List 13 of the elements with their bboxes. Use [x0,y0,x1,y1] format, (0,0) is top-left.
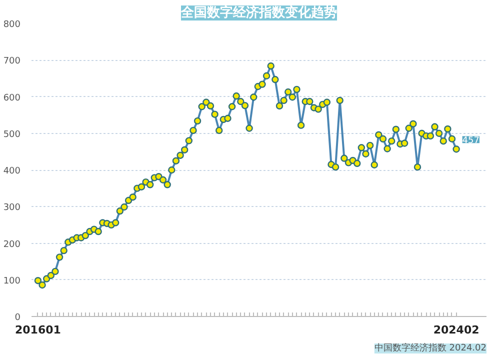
y-tick-label: 600 [3,93,21,104]
text: 中国数字经济指数 2024.02 [374,342,486,354]
y-tick-label: 0 [14,313,21,323]
x-tick-label: 201601 [15,324,61,336]
y-tick-label: 800 [3,20,21,30]
y-tick-label: 200 [3,240,21,250]
x-tick-label: 202402 [433,324,480,336]
y-tick-label: 300 [3,203,21,214]
y-tick-label: 500 [3,130,21,140]
chart-title: 全国数字经济指数变化趋势 [180,4,337,20]
y-tick-label: 400 [3,166,21,176]
y-tick-label: 700 [3,56,21,67]
y-tick-label: 100 [3,276,21,286]
